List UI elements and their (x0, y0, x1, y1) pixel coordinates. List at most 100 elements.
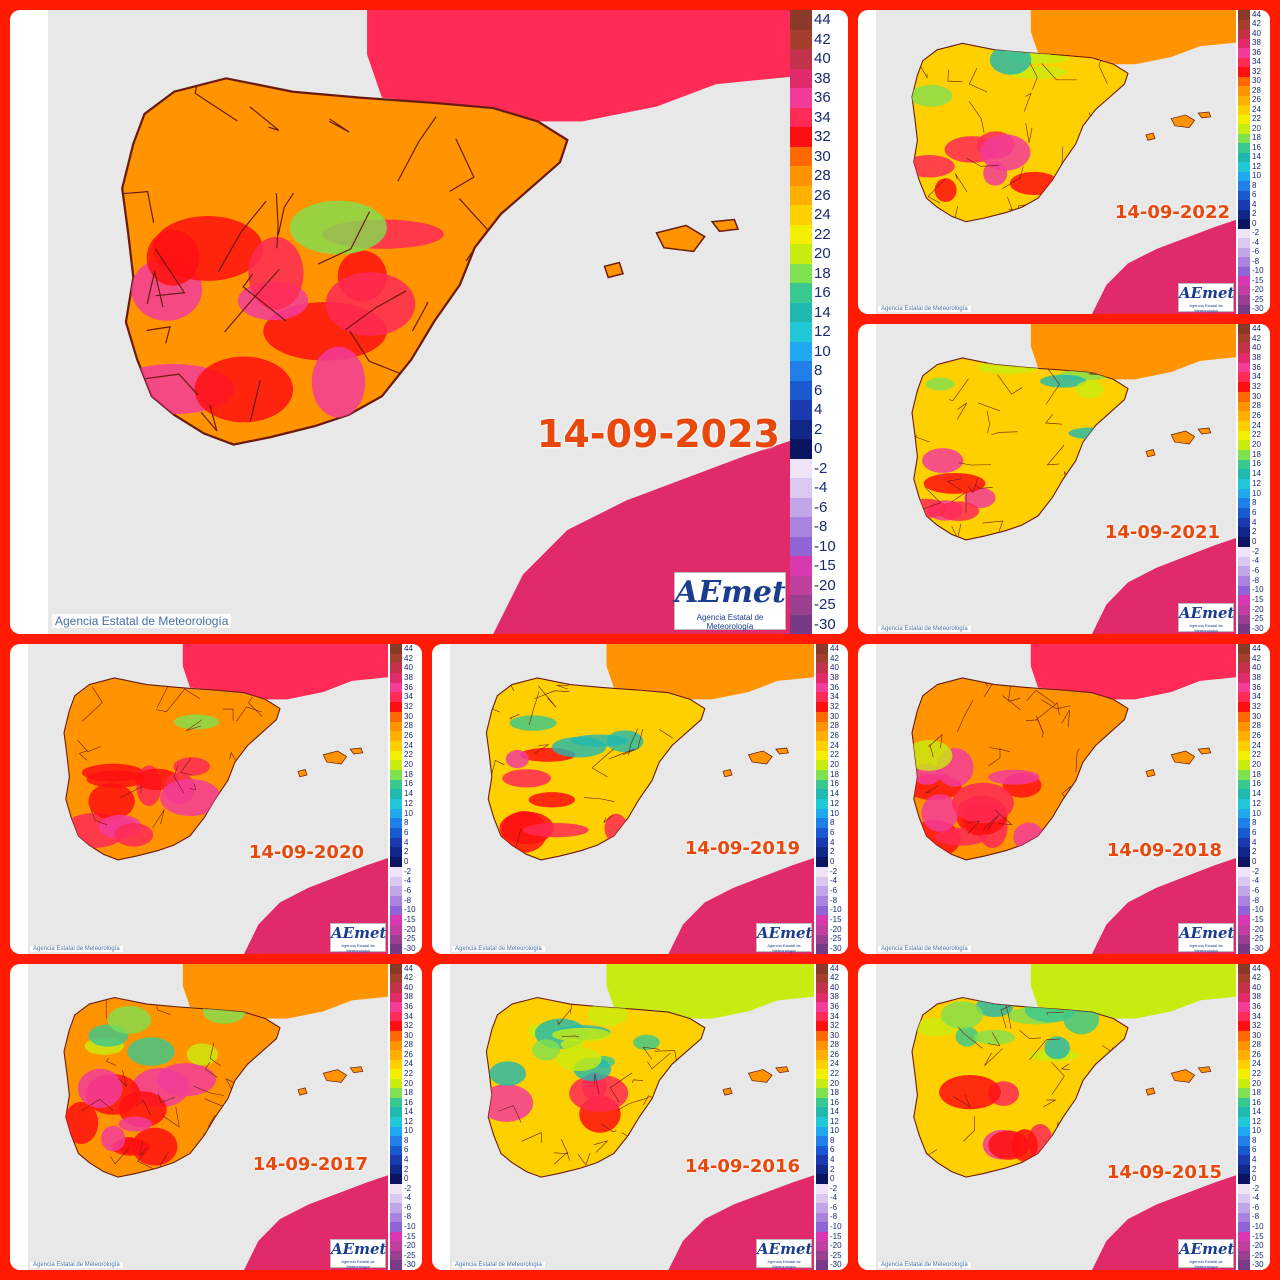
province-border (591, 748, 614, 778)
scale-tick-label: 10 (404, 1126, 413, 1136)
scale-tick-label: 36 (1252, 682, 1261, 692)
scale-swatch (1238, 1088, 1250, 1099)
balearic-island (747, 1069, 773, 1083)
scale-tick-label: -15 (1252, 275, 1264, 285)
scale-tick-label: -2 (404, 866, 412, 876)
scale-swatch (1238, 983, 1250, 994)
cool-patch (633, 1034, 660, 1050)
scale-tick-label: 36 (1252, 1002, 1261, 1012)
scale-tick-label: 36 (830, 1002, 839, 1012)
scale-tick-label: 4 (830, 1155, 835, 1165)
scale-tick-label: 40 (1252, 663, 1261, 673)
scale-swatch (390, 1250, 402, 1261)
province-border (603, 814, 614, 823)
province-border (81, 686, 103, 722)
province-border (538, 685, 557, 708)
province-border (1036, 702, 1060, 720)
scale-tick-label: -4 (1252, 237, 1260, 247)
cool-patch (186, 1043, 218, 1066)
scale-swatch (816, 1059, 828, 1070)
province-border (1008, 683, 1021, 711)
scale-tick-label: 32 (830, 701, 839, 711)
province-border (449, 138, 475, 192)
scale-swatch (1238, 459, 1250, 470)
scale-swatch (1238, 566, 1250, 577)
scale-tick-label: -25 (404, 934, 416, 944)
scale-swatch (1238, 924, 1250, 936)
province-border (173, 765, 185, 794)
scale-tick-label: 4 (830, 837, 835, 847)
scale-tick-label: -10 (1252, 1221, 1264, 1231)
scale-swatch (1238, 430, 1250, 441)
scale-tick-label: 26 (814, 186, 831, 204)
scale-swatch (816, 992, 828, 1003)
province-border (594, 1073, 600, 1095)
scale-swatch (790, 536, 812, 557)
province-border (241, 1151, 250, 1167)
province-border (561, 1035, 580, 1038)
france-region (606, 964, 814, 1019)
scale-tick-label: 2 (814, 420, 823, 438)
province-border (1040, 699, 1071, 710)
scale-swatch (816, 1069, 828, 1080)
scale-swatch (790, 595, 812, 615)
scale-tick-label: -15 (404, 1231, 416, 1241)
hot-patch (101, 1125, 126, 1152)
scale-tick-label: -4 (404, 1193, 412, 1203)
scale-tick-label: 28 (830, 721, 839, 731)
province-border (609, 1072, 633, 1103)
province-border (925, 785, 939, 794)
scale-tick-label: 2 (404, 1164, 409, 1174)
scale-swatch (1238, 228, 1250, 239)
temperature-patches (486, 997, 695, 1166)
scale-tick-label: 12 (404, 1116, 413, 1126)
scale-swatch (790, 439, 812, 459)
scale-swatch (1238, 692, 1250, 703)
scale-tick-label: 12 (1252, 1116, 1261, 1126)
province-border (80, 1098, 114, 1112)
scale-tick-label: 12 (830, 1116, 839, 1126)
scale-swatch (390, 857, 402, 868)
scale-swatch (816, 847, 828, 858)
province-border (987, 1032, 1001, 1047)
temperature-scale-2017: 44 42 40 38 36 34 32 30 28 26 24 22 20 18 16 14 12 10 8 6 4 2… (390, 964, 422, 1270)
scale-swatch (1238, 95, 1250, 106)
province-border (1005, 1004, 1012, 1029)
scale-tick-label: 12 (814, 323, 831, 341)
province-border (553, 1151, 570, 1165)
hot-patch (152, 216, 264, 281)
scale-tick-label: 26 (404, 1049, 413, 1059)
scale-tick-label: 22 (1252, 114, 1261, 124)
hot-patch (194, 356, 294, 423)
scale-tick-label: -15 (830, 1231, 842, 1241)
scale-swatch (816, 740, 828, 752)
scale-swatch (1238, 556, 1250, 567)
province-border (1055, 1121, 1069, 1151)
province-border (224, 269, 280, 333)
province-border (947, 69, 963, 83)
scale-tick-label: 8 (830, 818, 835, 828)
province-border (199, 840, 229, 854)
scale-tick-label: 38 (814, 69, 831, 87)
scale-swatch (390, 1030, 402, 1041)
province-border (958, 462, 992, 466)
scale-tick-label: 32 (830, 1021, 839, 1031)
copyright-text: Agencia Estatal de Meteorología (452, 946, 545, 952)
scale-tick-label: 32 (814, 128, 831, 146)
scale-tick-label: 34 (1252, 372, 1261, 382)
balearic-island (1170, 750, 1196, 765)
province-border (600, 1123, 617, 1133)
province-border (967, 477, 979, 494)
scale-swatch (816, 808, 828, 819)
scale-swatch (816, 1241, 828, 1252)
scale-swatch (816, 673, 828, 684)
scale-swatch (1238, 1021, 1250, 1032)
scale-tick-label: 12 (830, 798, 839, 808)
aemet-logo-mark: AEmet (1179, 284, 1235, 302)
scale-swatch (1238, 498, 1250, 509)
cool-patch (531, 1039, 561, 1061)
cool-patch (1075, 380, 1105, 399)
scale-tick-label: 8 (830, 1135, 835, 1145)
province-border (556, 684, 569, 690)
province-border (917, 61, 928, 79)
